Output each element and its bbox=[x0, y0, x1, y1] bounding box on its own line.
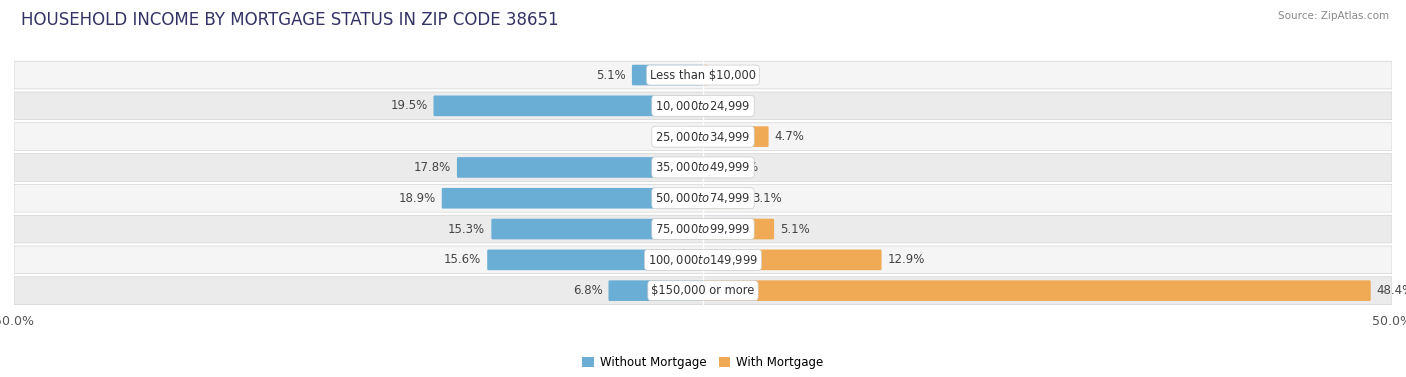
FancyBboxPatch shape bbox=[433, 95, 704, 116]
FancyBboxPatch shape bbox=[457, 157, 704, 178]
Text: HOUSEHOLD INCOME BY MORTGAGE STATUS IN ZIP CODE 38651: HOUSEHOLD INCOME BY MORTGAGE STATUS IN Z… bbox=[21, 11, 558, 29]
FancyBboxPatch shape bbox=[702, 95, 709, 116]
Text: 1.0%: 1.0% bbox=[652, 130, 682, 143]
FancyBboxPatch shape bbox=[14, 184, 1392, 212]
Text: Source: ZipAtlas.com: Source: ZipAtlas.com bbox=[1278, 11, 1389, 21]
FancyBboxPatch shape bbox=[14, 277, 1392, 305]
FancyBboxPatch shape bbox=[702, 250, 882, 270]
Text: 15.3%: 15.3% bbox=[449, 222, 485, 236]
Text: Less than $10,000: Less than $10,000 bbox=[650, 69, 756, 81]
Text: 19.5%: 19.5% bbox=[391, 99, 427, 112]
FancyBboxPatch shape bbox=[14, 61, 1392, 89]
FancyBboxPatch shape bbox=[441, 188, 704, 208]
FancyBboxPatch shape bbox=[14, 246, 1392, 274]
Text: 15.6%: 15.6% bbox=[444, 253, 481, 267]
Text: 18.9%: 18.9% bbox=[398, 192, 436, 205]
FancyBboxPatch shape bbox=[702, 188, 747, 208]
Text: 17.8%: 17.8% bbox=[413, 161, 451, 174]
Text: $35,000 to $49,999: $35,000 to $49,999 bbox=[655, 161, 751, 175]
Text: $10,000 to $24,999: $10,000 to $24,999 bbox=[655, 99, 751, 113]
Text: $25,000 to $34,999: $25,000 to $34,999 bbox=[655, 130, 751, 144]
Text: 5.1%: 5.1% bbox=[780, 222, 810, 236]
FancyBboxPatch shape bbox=[702, 280, 1371, 301]
FancyBboxPatch shape bbox=[14, 92, 1392, 120]
Text: 5.1%: 5.1% bbox=[596, 69, 626, 81]
FancyBboxPatch shape bbox=[689, 126, 704, 147]
Text: 0.29%: 0.29% bbox=[714, 69, 751, 81]
FancyBboxPatch shape bbox=[488, 250, 704, 270]
Text: 6.8%: 6.8% bbox=[572, 284, 602, 297]
FancyBboxPatch shape bbox=[702, 126, 769, 147]
FancyBboxPatch shape bbox=[14, 123, 1392, 150]
FancyBboxPatch shape bbox=[702, 157, 716, 178]
Text: 12.9%: 12.9% bbox=[887, 253, 925, 267]
Text: 0.81%: 0.81% bbox=[721, 161, 758, 174]
Text: 3.1%: 3.1% bbox=[752, 192, 782, 205]
Text: $75,000 to $99,999: $75,000 to $99,999 bbox=[655, 222, 751, 236]
FancyBboxPatch shape bbox=[14, 215, 1392, 243]
Text: 48.4%: 48.4% bbox=[1376, 284, 1406, 297]
FancyBboxPatch shape bbox=[631, 65, 704, 85]
FancyBboxPatch shape bbox=[491, 219, 704, 239]
Text: 4.7%: 4.7% bbox=[775, 130, 804, 143]
Legend: Without Mortgage, With Mortgage: Without Mortgage, With Mortgage bbox=[578, 351, 828, 374]
Text: 0.38%: 0.38% bbox=[716, 99, 752, 112]
FancyBboxPatch shape bbox=[609, 280, 704, 301]
Text: $50,000 to $74,999: $50,000 to $74,999 bbox=[655, 191, 751, 205]
Text: $100,000 to $149,999: $100,000 to $149,999 bbox=[648, 253, 758, 267]
FancyBboxPatch shape bbox=[14, 153, 1392, 181]
FancyBboxPatch shape bbox=[702, 219, 775, 239]
Text: $150,000 or more: $150,000 or more bbox=[651, 284, 755, 297]
FancyBboxPatch shape bbox=[702, 65, 707, 85]
